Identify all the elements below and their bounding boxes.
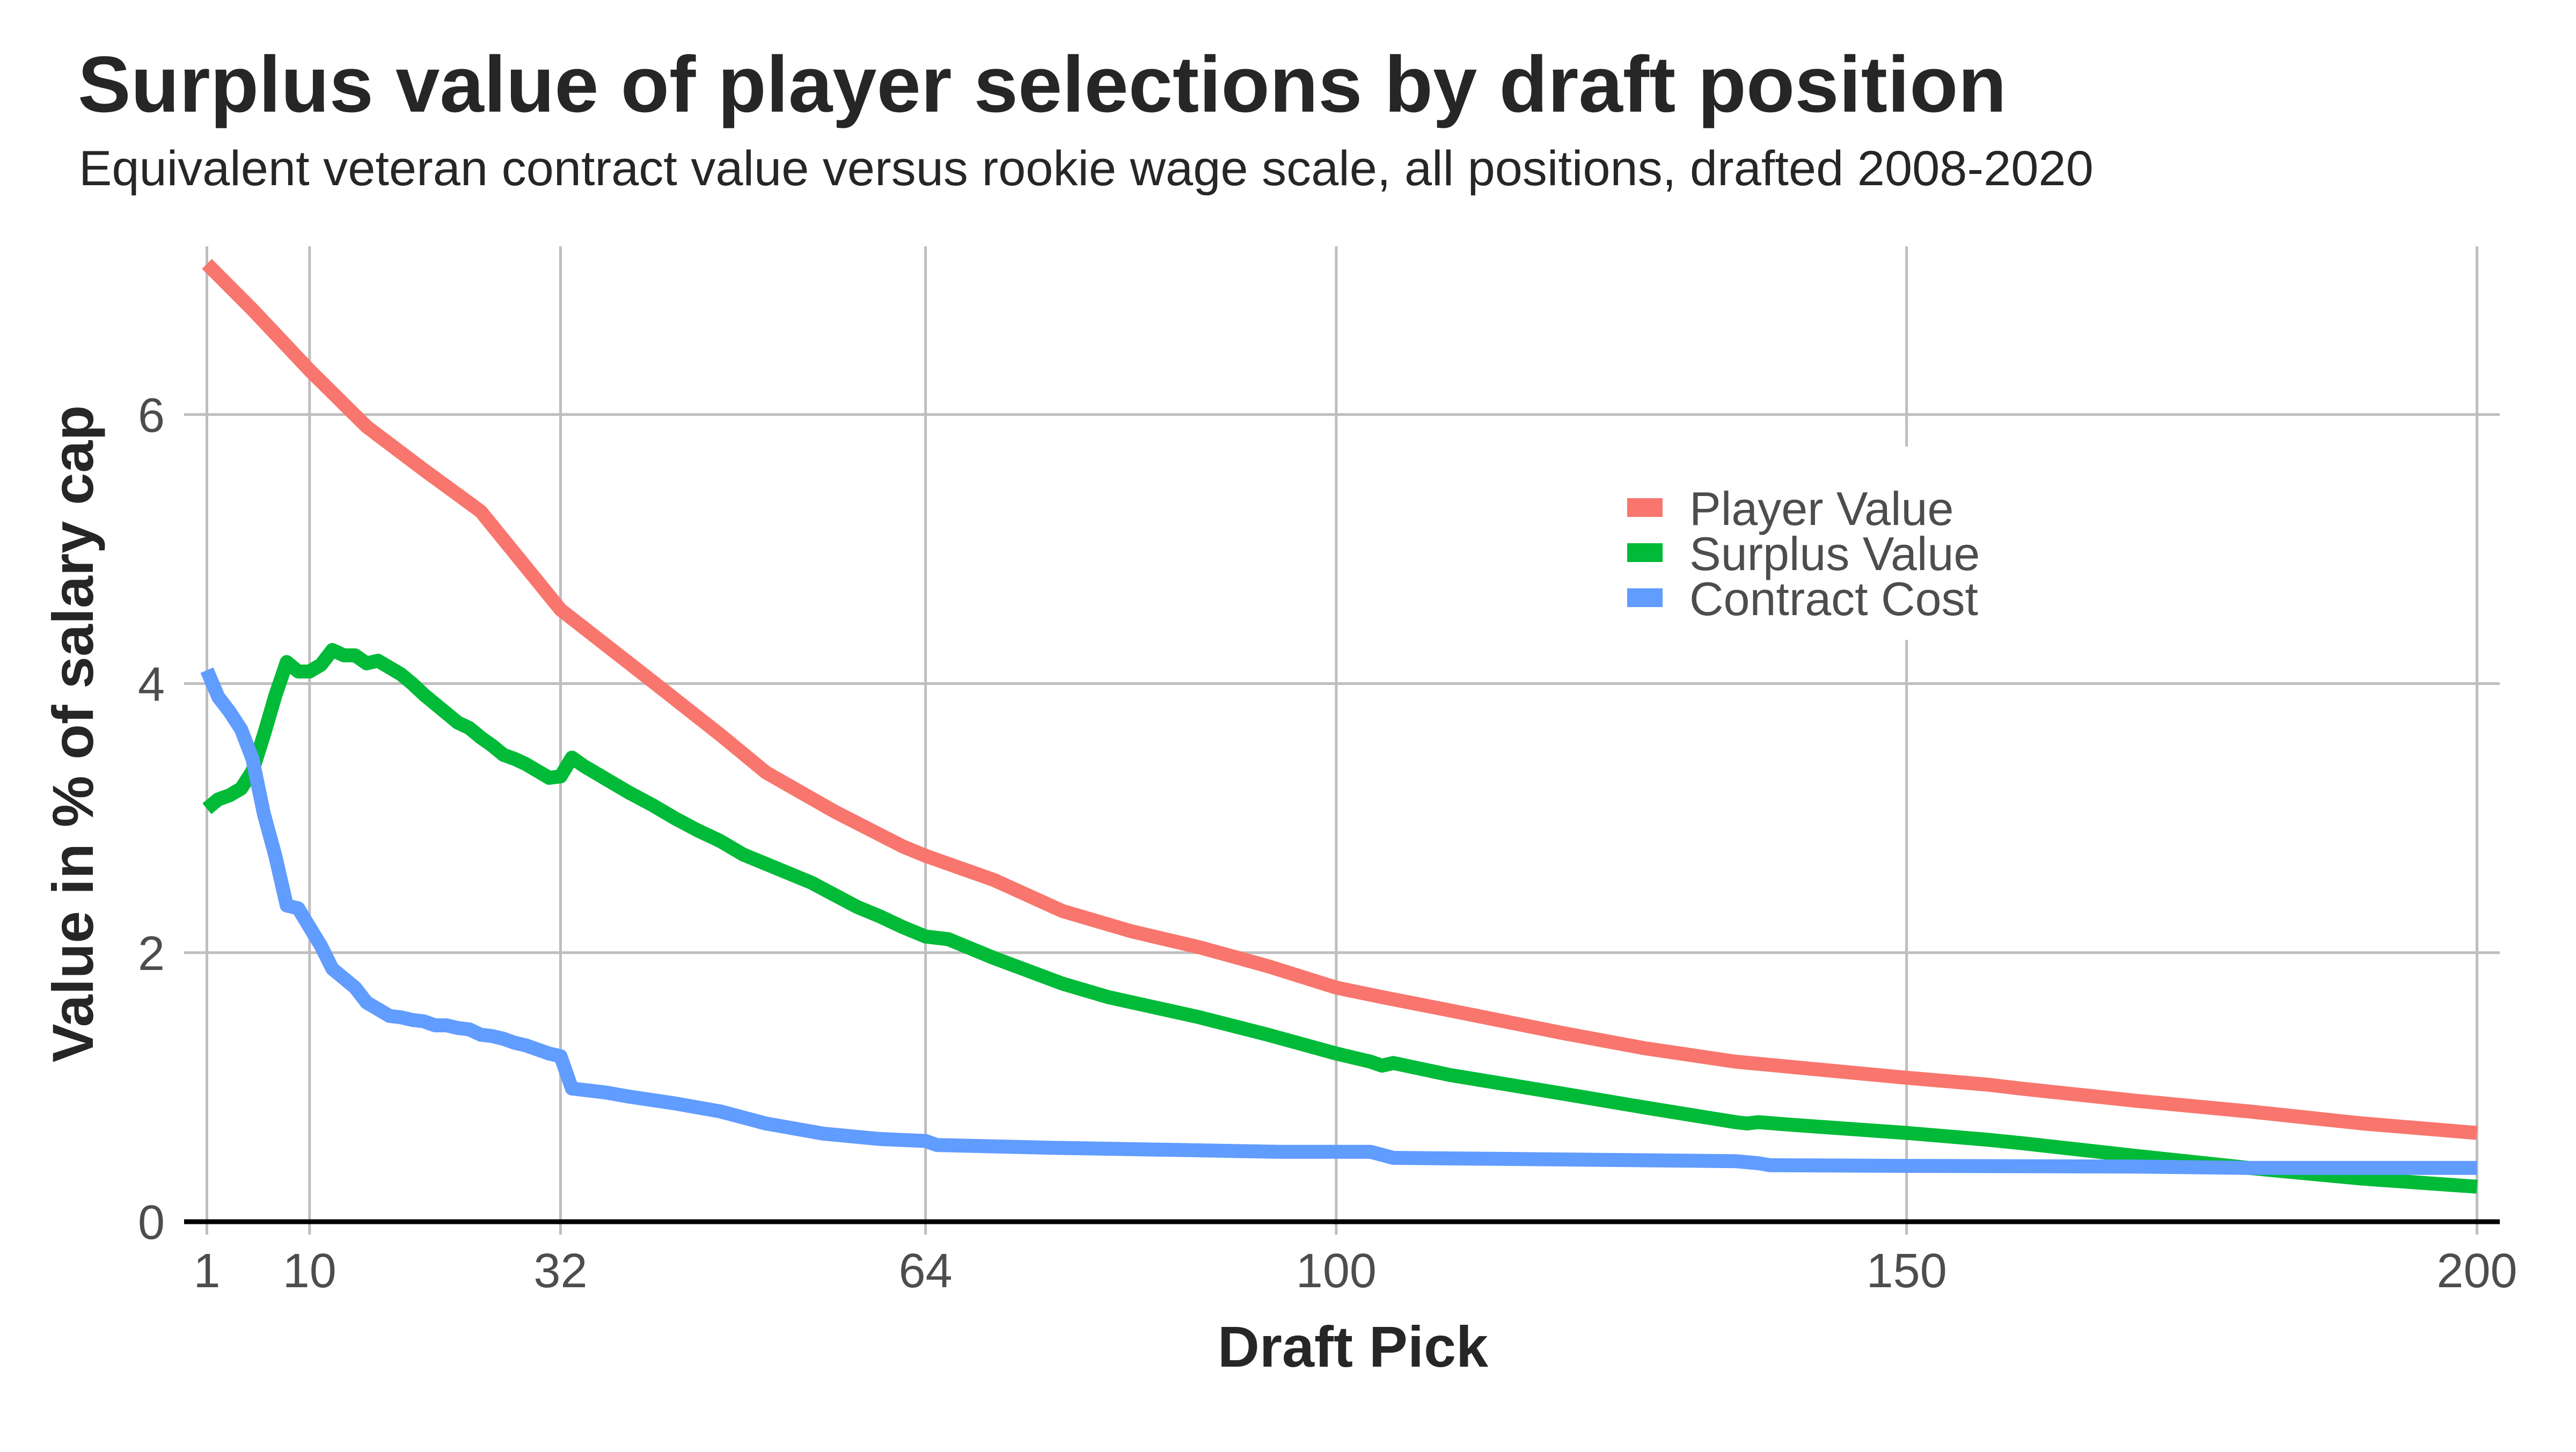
legend-key-contract-cost (1627, 588, 1663, 607)
legend-background (1615, 447, 2023, 640)
series-line-player-value (202, 259, 2478, 1140)
y-tick-label: 4 (138, 658, 165, 712)
gridlines (184, 246, 2500, 1235)
x-tick-label: 10 (283, 1244, 336, 1298)
chart-title: Surplus value of player selections by dr… (78, 40, 2007, 129)
y-tick-label: 0 (138, 1196, 165, 1250)
x-tick-label: 100 (1296, 1244, 1377, 1298)
series-line-surplus-value (202, 643, 2478, 1194)
y-tick-label: 6 (138, 389, 165, 442)
legend-label-player-value: Player Value (1689, 482, 1953, 535)
legend-item-surplus-value: Surplus Value (1627, 527, 1980, 580)
x-tick-label: 32 (533, 1244, 587, 1298)
x-tick-label: 1 (193, 1244, 220, 1298)
x-tick-label: 200 (2436, 1244, 2517, 1298)
x-tick-label: 64 (899, 1244, 953, 1298)
legend-item-player-value: Player Value (1627, 482, 1953, 535)
chart-subtitle: Equivalent veteran contract value versus… (79, 141, 2094, 196)
series-lines (200, 259, 2478, 1194)
legend-key-surplus-value (1627, 543, 1663, 562)
x-tick-label: 150 (1867, 1244, 1947, 1298)
x-axis-title: Draft Pick (1218, 1314, 1489, 1379)
series-line-contract-cost (200, 667, 2477, 1175)
y-axis-title: Value in % of salary cap (40, 405, 105, 1063)
legend-label-contract-cost: Contract Cost (1689, 572, 1978, 625)
y-tick-label: 2 (138, 927, 165, 981)
legend-label-surplus-value: Surplus Value (1689, 527, 1980, 580)
tick-labels: 0 2 4 6 1 10 32 64 100 150 200 (138, 389, 2518, 1298)
legend-key-player-value (1627, 498, 1663, 517)
legend-item-contract-cost: Contract Cost (1627, 572, 1978, 625)
legend: Player Value Surplus Value Contract Cost (1615, 447, 2023, 640)
